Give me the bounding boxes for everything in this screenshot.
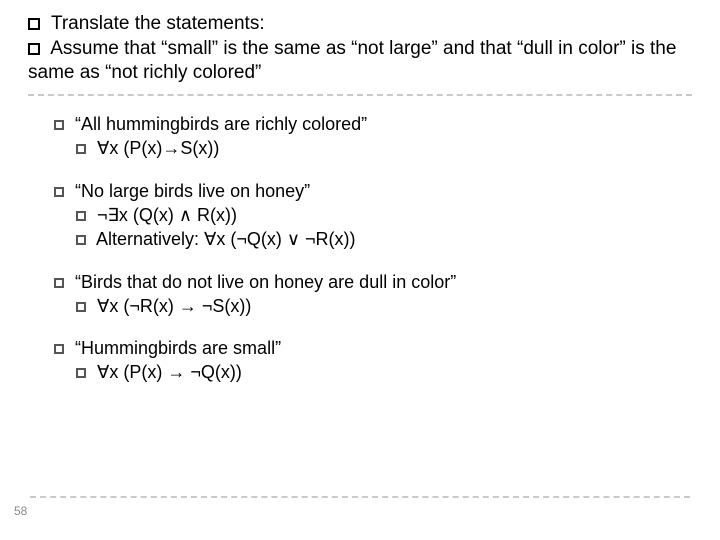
- statement-title-row: “All hummingbirds are richly colored”: [54, 112, 692, 136]
- statement-title-row: “Birds that do not live on honey are dul…: [54, 270, 692, 294]
- formula-text: Alternatively: ∀x (¬Q(x) ∨ ¬R(x)): [96, 229, 356, 249]
- square-bullet-icon: [28, 43, 40, 55]
- square-bullet-icon: [54, 344, 64, 354]
- intro-line-1: Translate the statements:: [28, 12, 692, 37]
- square-bullet-icon: [76, 368, 86, 378]
- formula-row: Alternatively: ∀x (¬Q(x) ∨ ¬R(x)): [76, 227, 692, 251]
- statement-title: “All hummingbirds are richly colored”: [75, 114, 367, 134]
- statement-group: “Birds that do not live on honey are dul…: [54, 270, 692, 319]
- dashed-divider: [28, 94, 692, 96]
- square-bullet-icon: [54, 187, 64, 197]
- statement-groups: “All hummingbirds are richly colored” ∀x…: [28, 112, 692, 385]
- page-number: 58: [14, 504, 27, 518]
- statement-title-row: “Hummingbirds are small”: [54, 336, 692, 360]
- intro-line-2: Assume that “small” is the same as “not …: [28, 37, 692, 86]
- statement-title: “Hummingbirds are small”: [75, 338, 281, 358]
- dashed-divider: [30, 496, 690, 498]
- intro-text-2: Assume that “small” is the same as “not …: [28, 38, 676, 84]
- formula-text: ∀x (P(x)→S(x)): [97, 138, 219, 158]
- square-bullet-icon: [54, 120, 64, 130]
- formula-row: ∀x (P(x) → ¬Q(x)): [76, 360, 692, 384]
- square-bullet-icon: [76, 235, 86, 245]
- statement-title-row: “No large birds live on honey”: [54, 179, 692, 203]
- square-bullet-icon: [54, 278, 64, 288]
- formula-text: ¬∃x (Q(x) ∧ R(x)): [97, 205, 237, 225]
- statement-title: “No large birds live on honey”: [75, 181, 310, 201]
- intro-block: Translate the statements: Assume that “s…: [28, 12, 692, 86]
- square-bullet-icon: [76, 144, 86, 154]
- slide: Translate the statements: Assume that “s…: [0, 0, 720, 540]
- formula-row: ∀x (¬R(x) → ¬S(x)): [76, 294, 692, 318]
- statement-group: “All hummingbirds are richly colored” ∀x…: [54, 112, 692, 161]
- square-bullet-icon: [76, 211, 86, 221]
- statement-title: “Birds that do not live on honey are dul…: [75, 272, 456, 292]
- formula-text: ∀x (P(x) → ¬Q(x)): [97, 362, 242, 382]
- formula-row: ∀x (P(x)→S(x)): [76, 136, 692, 160]
- square-bullet-icon: [76, 302, 86, 312]
- formula-text: ∀x (¬R(x) → ¬S(x)): [97, 296, 251, 316]
- statement-group: “No large birds live on honey” ¬∃x (Q(x)…: [54, 179, 692, 252]
- intro-text-1: Translate the statements:: [51, 13, 265, 34]
- square-bullet-icon: [28, 18, 40, 30]
- formula-row: ¬∃x (Q(x) ∧ R(x)): [76, 203, 692, 227]
- statement-group: “Hummingbirds are small” ∀x (P(x) → ¬Q(x…: [54, 336, 692, 385]
